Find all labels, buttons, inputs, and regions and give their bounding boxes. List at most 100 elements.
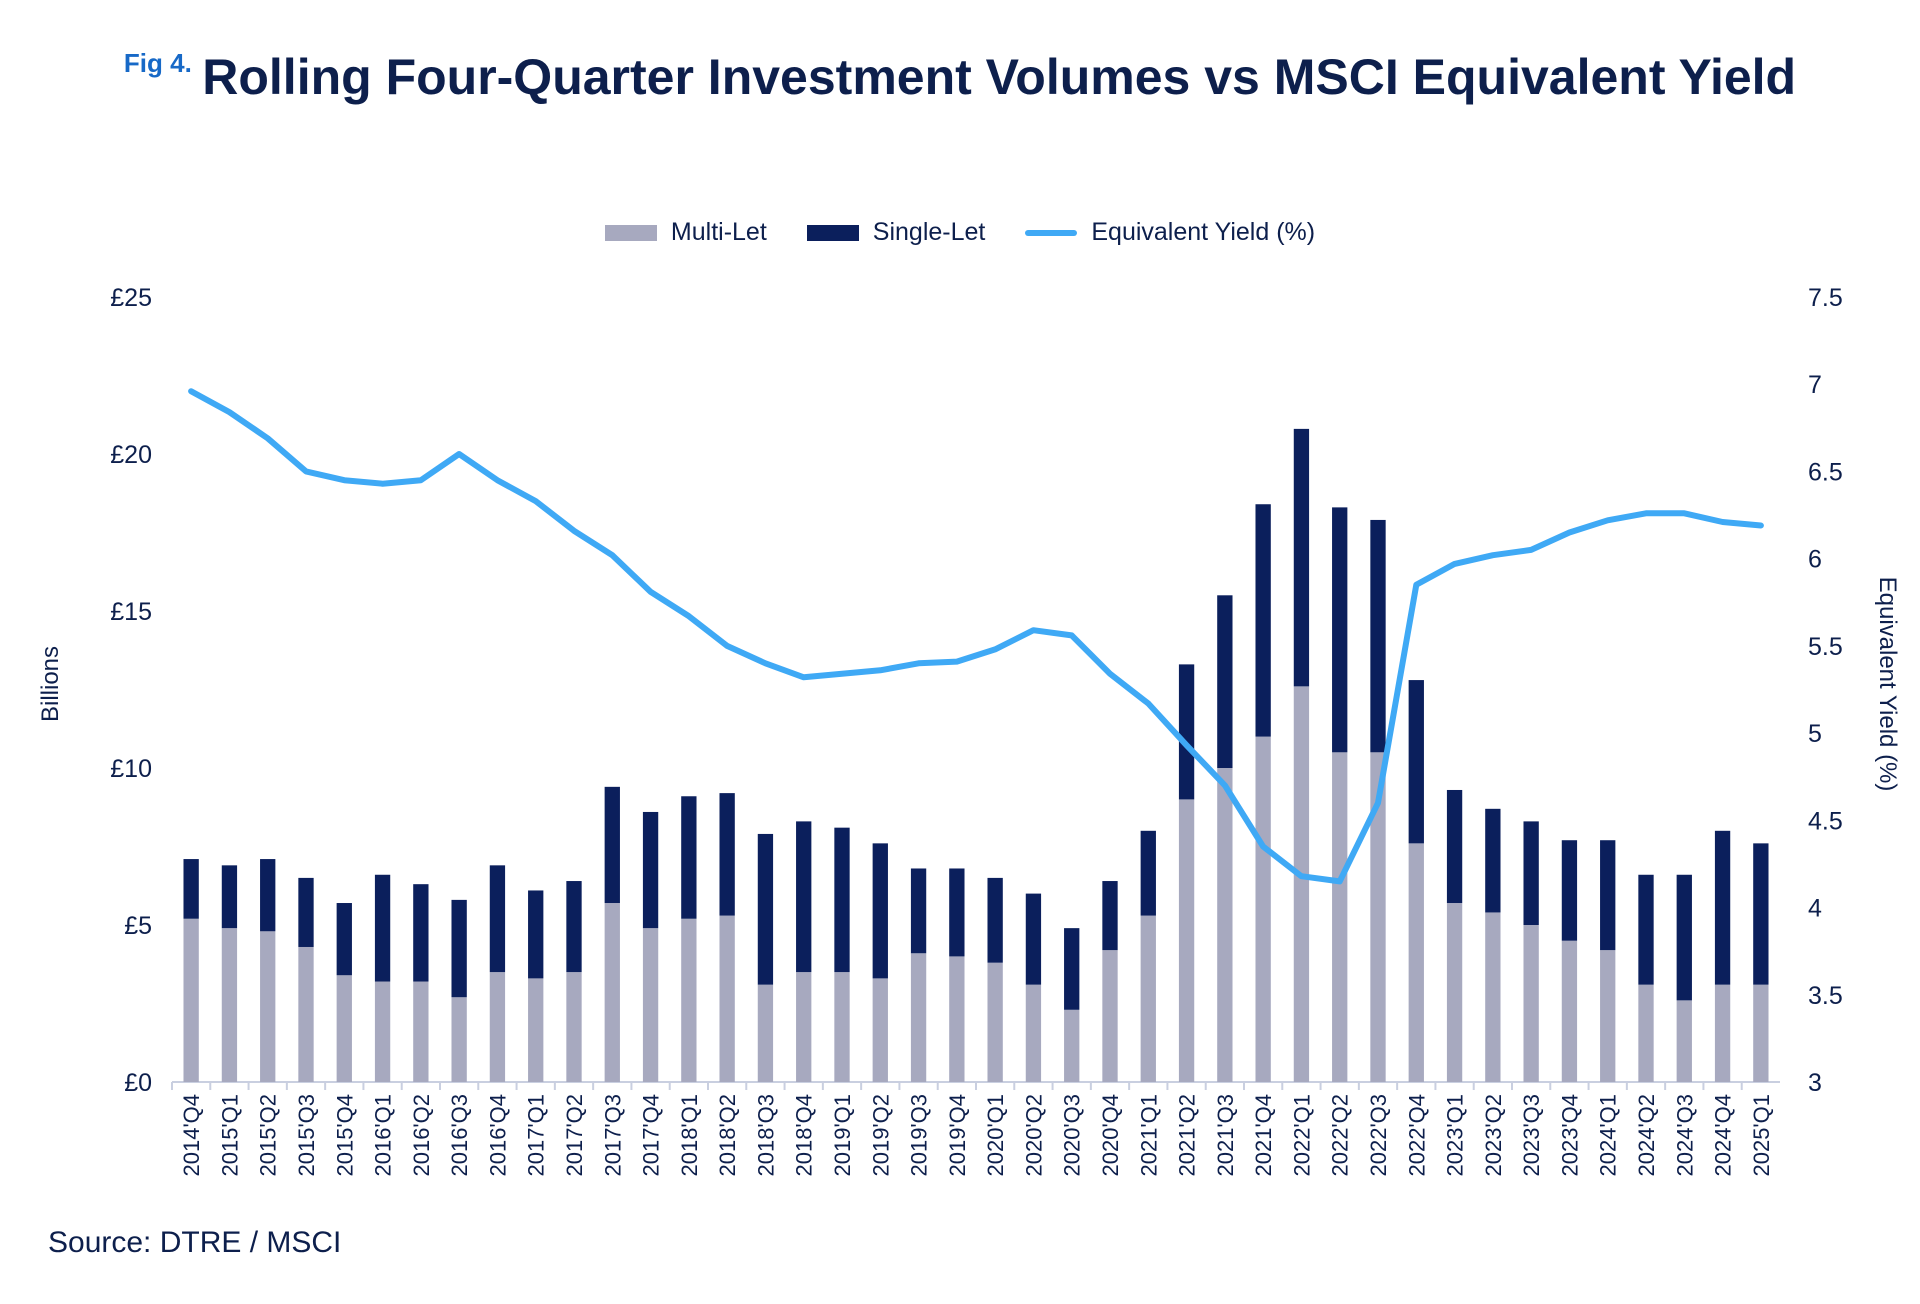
x-tick-label: 2021'Q4 — [1251, 1094, 1276, 1177]
multi-let-swatch — [604, 224, 657, 241]
bar-single-let — [1446, 789, 1463, 904]
x-tick-label: 2015'Q4 — [332, 1094, 357, 1177]
bar-single-let — [1408, 680, 1424, 844]
bar-multi-let — [1523, 925, 1539, 1082]
bar-single-let — [1676, 874, 1692, 1001]
left-tick-label: £5 — [124, 912, 152, 940]
x-tick-label: 2022'Q4 — [1404, 1094, 1429, 1177]
x-tick-label: 2022'Q3 — [1366, 1094, 1391, 1177]
bar-single-let — [489, 865, 506, 973]
bar-multi-let — [1408, 843, 1424, 1082]
bar-multi-let — [987, 962, 1003, 1082]
right-tick-label: 4 — [1808, 895, 1822, 923]
x-tick-label: 2016'Q2 — [409, 1094, 434, 1177]
bar-multi-let — [1217, 768, 1233, 1082]
x-tick-label: 2024'Q1 — [1596, 1094, 1621, 1177]
bar-single-let — [1485, 808, 1501, 913]
bar-multi-let — [413, 981, 429, 1082]
bar-single-let — [528, 890, 544, 979]
x-tick-label: 2023'Q2 — [1481, 1094, 1506, 1177]
left-tick-label: £20 — [110, 441, 152, 469]
bar-single-let — [183, 859, 199, 919]
x-tick-label: 2023'Q1 — [1443, 1094, 1468, 1177]
right-tick-label: 3.5 — [1808, 982, 1843, 1010]
legend-label: Equivalent Yield (%) — [1091, 218, 1316, 246]
bar-single-let — [451, 899, 467, 998]
x-tick-label: 2024'Q3 — [1672, 1094, 1697, 1177]
bar-single-let — [566, 881, 582, 973]
bar-single-let — [1102, 881, 1118, 951]
bar-single-let — [1293, 428, 1310, 687]
bar-single-let — [413, 884, 429, 982]
bar-multi-let — [719, 915, 735, 1082]
bar-multi-let — [1676, 1000, 1692, 1082]
bar-single-let — [1217, 595, 1233, 768]
right-tick-label: 6.5 — [1808, 458, 1843, 486]
bar-single-let — [1025, 893, 1042, 985]
bar-multi-let — [1293, 686, 1310, 1082]
bar-multi-let — [949, 956, 965, 1082]
bar-multi-let — [872, 978, 888, 1082]
x-tick-label: 2016'Q4 — [485, 1094, 510, 1177]
bar-single-let — [1178, 664, 1195, 800]
left-tick-label: £25 — [110, 284, 152, 312]
legend-label: Multi-Let — [670, 218, 767, 246]
x-tick-label: 2024'Q2 — [1634, 1094, 1659, 1177]
legend-item-single-let: Single-Let — [806, 218, 985, 247]
bar-single-let — [604, 786, 620, 904]
bar-single-let — [298, 877, 314, 947]
x-tick-label: 2018'Q2 — [715, 1094, 740, 1177]
bar-single-let — [1140, 830, 1156, 916]
left-tick-label: £15 — [110, 598, 152, 626]
bar-multi-let — [796, 972, 812, 1082]
bar-single-let — [1753, 843, 1769, 985]
bar-multi-let — [1370, 752, 1386, 1082]
bar-single-let — [1370, 519, 1386, 753]
x-tick-label: 2015'Q2 — [256, 1094, 281, 1177]
x-tick-label: 2016'Q1 — [371, 1094, 396, 1177]
x-tick-label: 2021'Q3 — [1213, 1094, 1238, 1177]
bar-multi-let — [528, 978, 544, 1082]
bar-single-let — [681, 796, 697, 919]
left-axis-title: Billions — [37, 646, 64, 722]
single-let-swatch — [806, 224, 859, 241]
bar-multi-let — [374, 981, 391, 1082]
x-tick-label: 2019'Q2 — [868, 1094, 893, 1177]
bar-multi-let — [910, 953, 927, 1082]
right-tick-label: 3 — [1808, 1069, 1822, 1097]
x-tick-label: 2021'Q1 — [1136, 1094, 1161, 1177]
bar-multi-let — [1714, 984, 1731, 1082]
bar-single-let — [910, 868, 927, 954]
bar-multi-let — [489, 972, 506, 1082]
yield-line — [188, 388, 1764, 885]
x-tick-label: 2018'Q4 — [792, 1094, 817, 1177]
bar-multi-let — [221, 928, 238, 1082]
x-tick-label: 2017'Q4 — [639, 1094, 664, 1177]
bar-multi-let — [604, 903, 620, 1082]
legend: Multi-Let Single-Let Equivalent Yield (%… — [0, 218, 1920, 247]
bar-multi-let — [642, 928, 659, 1082]
bar-single-let — [719, 793, 735, 916]
bar-multi-let — [1600, 950, 1616, 1082]
x-tick-label: 2025'Q1 — [1749, 1094, 1774, 1177]
bar-single-let — [1255, 504, 1271, 737]
bar-multi-let — [1102, 950, 1118, 1082]
x-tick-label: 2018'Q1 — [677, 1094, 702, 1177]
x-tick-label: 2015'Q3 — [294, 1094, 319, 1177]
x-tick-label: 2019'Q3 — [907, 1094, 932, 1177]
figure-label: Fig 4. — [123, 48, 192, 78]
bar-multi-let — [1255, 736, 1271, 1082]
bar-single-let — [757, 833, 774, 985]
right-tick-label: 6 — [1808, 546, 1822, 574]
x-tick-label: 2021'Q2 — [1175, 1094, 1200, 1177]
bar-single-let — [834, 827, 850, 973]
bar-single-let — [796, 821, 812, 973]
bar-single-let — [374, 874, 391, 982]
bar-multi-let — [834, 972, 850, 1082]
chart-title: Rolling Four-Quarter Investment Volumes … — [202, 49, 1797, 105]
bar-single-let — [336, 903, 352, 976]
source-note: Source: DTRE / MSCI — [48, 1226, 342, 1259]
x-tick-label: 2020'Q2 — [1021, 1094, 1046, 1177]
bar-single-let — [1600, 840, 1616, 951]
right-tick-label: 4.5 — [1808, 807, 1843, 835]
